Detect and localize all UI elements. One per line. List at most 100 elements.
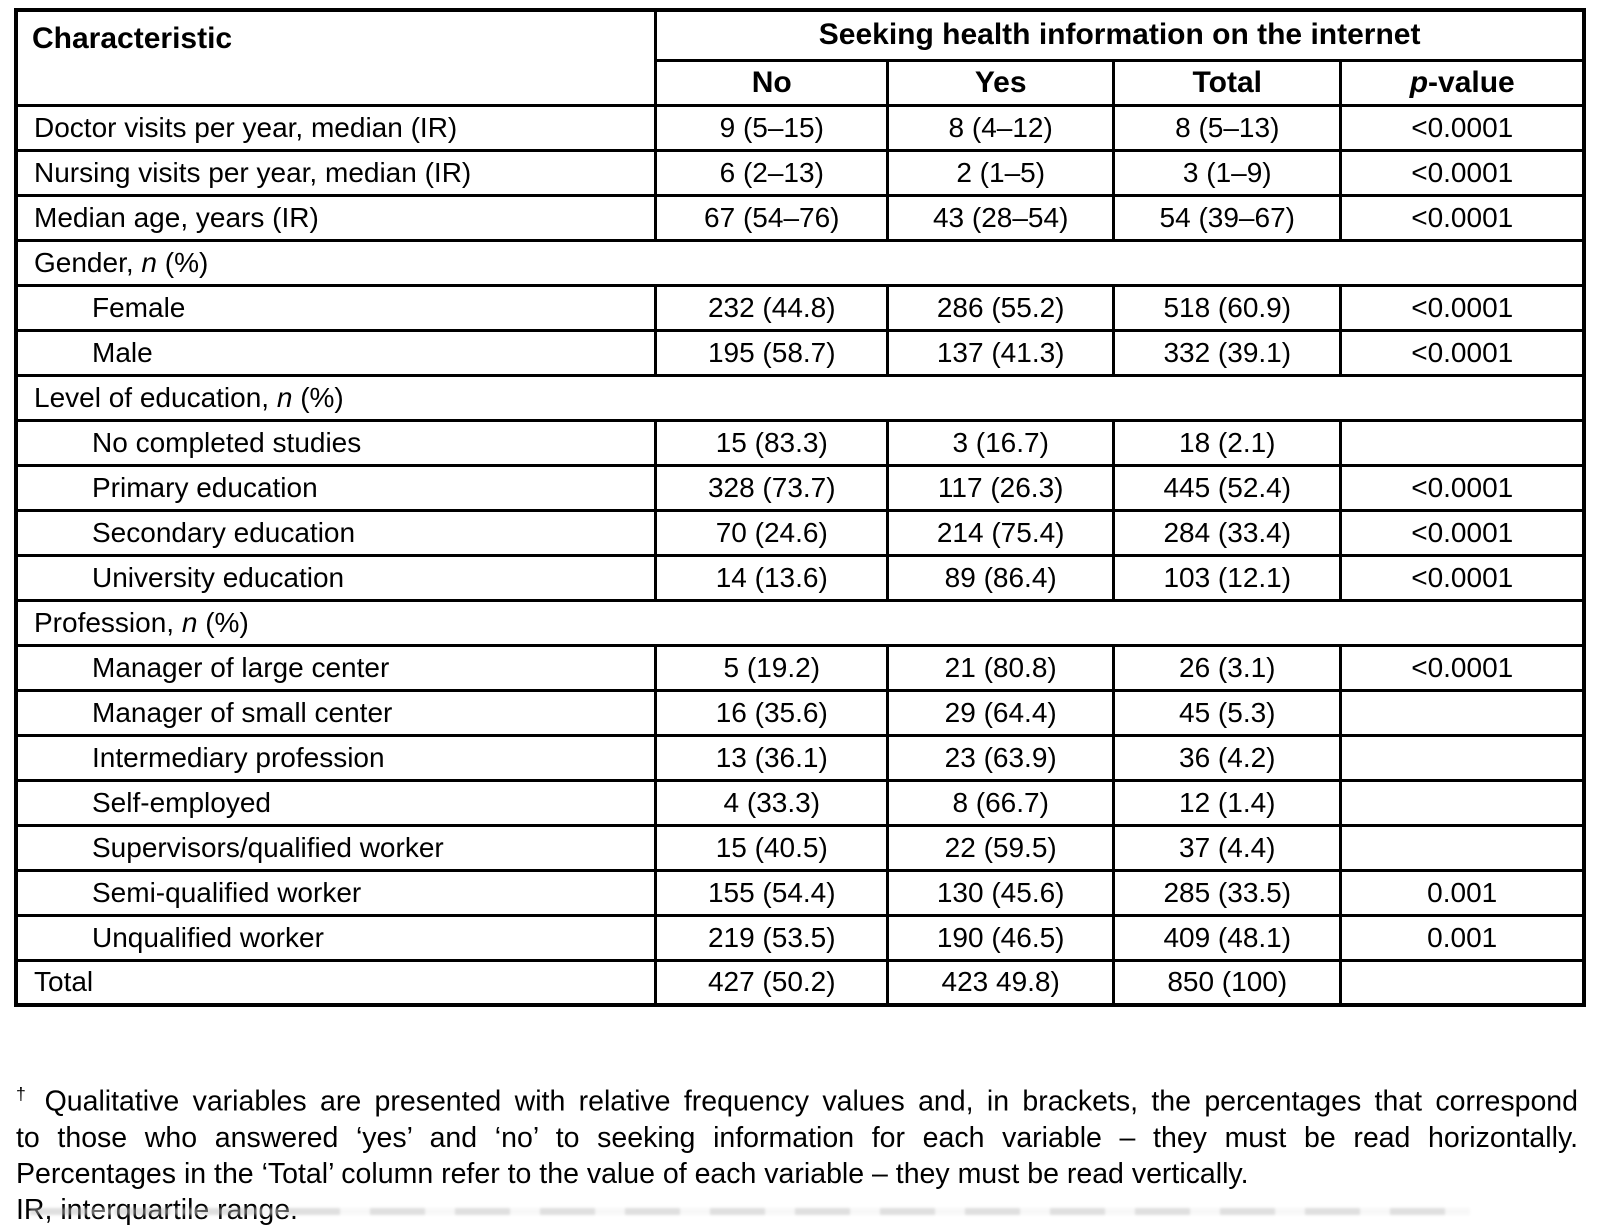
table-row: Supervisors/qualified worker 15 (40.5) 2… (14, 823, 1586, 872)
cell-yes: 214 (75.4) (886, 508, 1116, 557)
section-label: Profession, n (%) (14, 598, 1586, 647)
cell-no: 427 (50.2) (654, 958, 890, 1007)
table-header-row-2: No Yes Total p-value (16, 58, 1586, 107)
cell-total: 285 (33.5) (1112, 868, 1343, 917)
cell-p-value: <0.0001 (1339, 148, 1586, 197)
cell-p-value (1339, 778, 1586, 827)
footnote: † Qualitative variables are presented wi… (16, 1076, 1578, 1228)
row-label: Female (14, 283, 658, 332)
cell-total: 518 (60.9) (1112, 283, 1343, 332)
cell-p-value (1339, 823, 1586, 872)
cell-no: 5 (19.2) (654, 643, 890, 692)
p-value-rest: -value (1428, 65, 1515, 99)
p-value-italic: p (1409, 65, 1429, 99)
cell-p-value: <0.0001 (1339, 283, 1586, 332)
row-label: Total (14, 958, 658, 1007)
table-row: Median age, years (IR) 67 (54–76) 43 (28… (14, 193, 1586, 242)
row-label: No completed studies (14, 418, 658, 467)
cell-p-value: <0.0001 (1339, 643, 1586, 692)
cell-no: 219 (53.5) (654, 913, 890, 962)
table-row: Nursing visits per year, median (IR) 6 (… (14, 148, 1586, 197)
cell-no: 14 (13.6) (654, 553, 890, 602)
row-label: Unqualified worker (14, 913, 658, 962)
cell-no: 6 (2–13) (654, 148, 890, 197)
cell-no: 9 (5–15) (654, 103, 890, 152)
cell-p-value: <0.0001 (1339, 508, 1586, 557)
cell-no: 13 (36.1) (654, 733, 890, 782)
cell-total: 284 (33.4) (1112, 508, 1343, 557)
table-row: Semi-qualified worker 155 (54.4) 130 (45… (14, 868, 1586, 917)
cell-no: 15 (83.3) (654, 418, 890, 467)
cell-p-value (1339, 958, 1586, 1007)
cell-p-value: <0.0001 (1339, 553, 1586, 602)
cell-yes: 286 (55.2) (886, 283, 1116, 332)
cell-total: 37 (4.4) (1112, 823, 1343, 872)
cell-total: 36 (4.2) (1112, 733, 1343, 782)
row-label: Manager of small center (14, 688, 658, 737)
cell-no: 4 (33.3) (654, 778, 890, 827)
row-label: Supervisors/qualified worker (14, 823, 658, 872)
cell-total: 3 (1–9) (1112, 148, 1343, 197)
section-row-profession: Profession, n (%) (14, 598, 1586, 647)
cell-total: 332 (39.1) (1112, 328, 1343, 377)
group-header-seeking-health-info: Seeking health information on the intern… (654, 8, 1586, 62)
cell-total: 409 (48.1) (1112, 913, 1343, 962)
section-label: Gender, n (%) (14, 238, 1586, 287)
table-row: No completed studies 15 (83.3) 3 (16.7) … (14, 418, 1586, 467)
cell-yes: 137 (41.3) (886, 328, 1116, 377)
row-label: Male (14, 328, 658, 377)
row-label: Semi-qualified worker (14, 868, 658, 917)
cell-no: 15 (40.5) (654, 823, 890, 872)
row-label: University education (14, 553, 658, 602)
row-label: Median age, years (IR) (14, 193, 658, 242)
cell-no: 232 (44.8) (654, 283, 890, 332)
cell-yes: 2 (1–5) (886, 148, 1116, 197)
cell-no: 70 (24.6) (654, 508, 890, 557)
cell-no: 155 (54.4) (654, 868, 890, 917)
cell-yes: 89 (86.4) (886, 553, 1116, 602)
cell-yes: 8 (66.7) (886, 778, 1116, 827)
cell-yes: 117 (26.3) (886, 463, 1116, 512)
section-row-education: Level of education, n (%) (14, 373, 1586, 422)
cell-total: 45 (5.3) (1112, 688, 1343, 737)
cell-yes: 23 (63.9) (886, 733, 1116, 782)
section-label: Level of education, n (%) (14, 373, 1586, 422)
table-row: Manager of small center 16 (35.6) 29 (64… (14, 688, 1586, 737)
characteristics-table: Characteristic Seeking health informatio… (14, 8, 1586, 1007)
cell-total: 103 (12.1) (1112, 553, 1343, 602)
cell-p-value: <0.0001 (1339, 193, 1586, 242)
cell-yes: 8 (4–12) (886, 103, 1116, 152)
cell-total: 26 (3.1) (1112, 643, 1343, 692)
cell-no: 16 (35.6) (654, 688, 890, 737)
table-row: Unqualified worker 219 (53.5) 190 (46.5)… (14, 913, 1586, 962)
cell-p-value: 0.001 (1339, 868, 1586, 917)
cell-p-value (1339, 688, 1586, 737)
cell-no: 195 (58.7) (654, 328, 890, 377)
cell-total: 445 (52.4) (1112, 463, 1343, 512)
table-row: Secondary education 70 (24.6) 214 (75.4)… (14, 508, 1586, 557)
column-header-no: No (654, 58, 890, 107)
dagger-symbol: † (16, 1084, 32, 1104)
cell-p-value (1339, 418, 1586, 467)
footnote-line-2: to those who answered ‘yes’ and ‘no’ to … (16, 1121, 1578, 1154)
cell-total: 8 (5–13) (1112, 103, 1343, 152)
table-row: Female 232 (44.8) 286 (55.2) 518 (60.9) … (14, 283, 1586, 332)
column-header-characteristic: Characteristic (14, 8, 658, 107)
column-header-total: Total (1112, 58, 1343, 107)
table-row-total: Total 427 (50.2) 423 49.8) 850 (100) (14, 958, 1586, 1007)
cell-yes: 423 49.8) (886, 958, 1116, 1007)
cell-p-value: <0.0001 (1339, 463, 1586, 512)
row-label: Nursing visits per year, median (IR) (14, 148, 658, 197)
cell-yes: 29 (64.4) (886, 688, 1116, 737)
cell-total: 18 (2.1) (1112, 418, 1343, 467)
table-row: Manager of large center 5 (19.2) 21 (80.… (14, 643, 1586, 692)
cell-p-value: 0.001 (1339, 913, 1586, 962)
cell-p-value (1339, 733, 1586, 782)
section-row-gender: Gender, n (%) (14, 238, 1586, 287)
cell-yes: 3 (16.7) (886, 418, 1116, 467)
cell-yes: 190 (46.5) (886, 913, 1116, 962)
cell-p-value: <0.0001 (1339, 328, 1586, 377)
table-row: University education 14 (13.6) 89 (86.4)… (14, 553, 1586, 602)
cell-yes: 21 (80.8) (886, 643, 1116, 692)
